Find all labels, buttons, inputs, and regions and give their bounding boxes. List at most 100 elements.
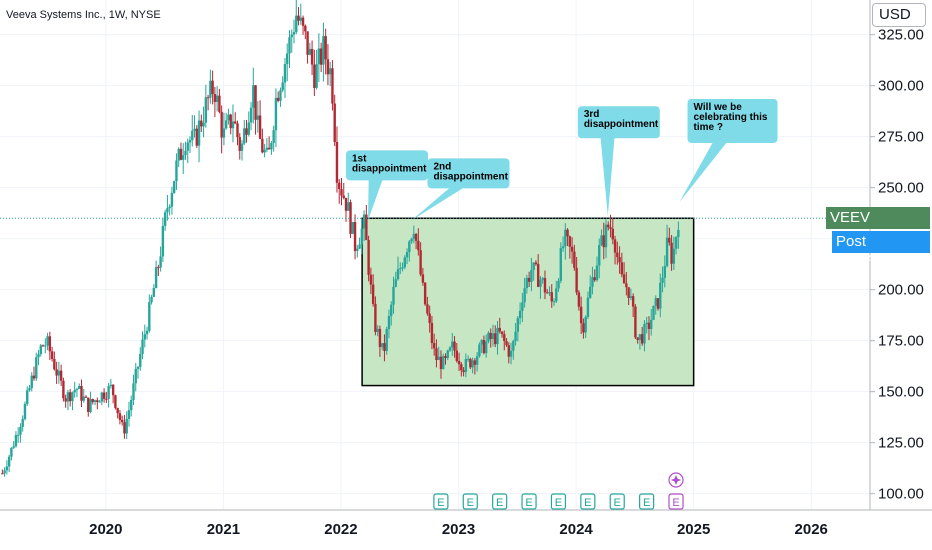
earnings-icon[interactable]: E xyxy=(639,493,655,510)
candle-body xyxy=(620,262,624,275)
candle-body xyxy=(557,280,560,289)
earnings-icon[interactable]: E xyxy=(668,472,684,510)
candle-body xyxy=(32,375,36,379)
candle-body xyxy=(356,248,359,251)
candle-body xyxy=(640,334,644,344)
candle-body xyxy=(125,418,128,434)
candle-body xyxy=(543,278,547,293)
candle-body xyxy=(177,148,180,161)
candle-body xyxy=(668,237,671,243)
candle-body xyxy=(435,348,438,361)
candle-body xyxy=(365,214,368,240)
candle-body xyxy=(403,257,406,268)
x-tick-label: 2024 xyxy=(559,521,593,538)
candle-body xyxy=(252,85,255,108)
candle-body xyxy=(428,313,431,323)
candle-body xyxy=(645,322,648,325)
candle-body xyxy=(570,246,574,252)
candle-body xyxy=(326,59,330,75)
candle-body xyxy=(487,332,490,342)
candle-body xyxy=(575,267,578,293)
earnings-icon-letter: E xyxy=(614,497,621,509)
currency-button[interactable]: USD xyxy=(872,3,926,27)
x-tick-label: 2025 xyxy=(677,521,710,538)
candle-body xyxy=(12,446,15,448)
candle-body xyxy=(310,48,314,65)
candle-body xyxy=(550,292,553,302)
y-tick-label: 275.00 xyxy=(878,129,924,146)
candle-body xyxy=(159,256,162,268)
candle-body xyxy=(26,390,29,404)
candle-body xyxy=(14,435,18,447)
earnings-icon-letter: E xyxy=(555,497,562,509)
earnings-icon[interactable]: E xyxy=(492,493,508,510)
candle-body xyxy=(202,122,205,127)
candle-body xyxy=(627,287,630,298)
earnings-icon[interactable]: E xyxy=(609,493,625,510)
post-price-label: Post xyxy=(836,233,867,251)
candle-body xyxy=(358,244,361,249)
candle-body xyxy=(426,304,429,314)
earnings-icon-frame xyxy=(433,493,449,510)
earnings-icon-letter: E xyxy=(584,497,591,509)
candle-body xyxy=(127,410,131,419)
candle-body xyxy=(270,142,273,150)
candle-body xyxy=(514,331,517,342)
earnings-icon[interactable]: E xyxy=(433,493,449,510)
earnings-icon[interactable]: E xyxy=(462,493,478,510)
candle-body xyxy=(457,360,461,365)
candle-body xyxy=(432,343,436,349)
candle-body xyxy=(224,120,228,129)
x-tick-label: 2020 xyxy=(89,521,122,538)
candle-body xyxy=(521,302,524,311)
candle-body xyxy=(663,266,666,278)
earnings-icon-frame xyxy=(639,493,655,510)
candle-body xyxy=(161,225,165,257)
candle-body xyxy=(586,297,590,317)
candle-body xyxy=(98,401,101,403)
candle-body xyxy=(672,248,676,264)
candle-body xyxy=(130,400,133,411)
time-axis[interactable]: 2020 2021 2022 2023 2024 2025 2026 xyxy=(89,521,828,538)
candle-body xyxy=(261,138,264,153)
candle-body xyxy=(286,53,289,65)
y-tick-label: 150.00 xyxy=(878,384,924,401)
candle-body xyxy=(534,262,538,265)
candle-body xyxy=(267,147,271,150)
candle-body xyxy=(539,279,542,287)
sparkle-icon xyxy=(671,475,682,485)
candle-body xyxy=(532,262,535,270)
candle-body xyxy=(100,392,104,402)
earnings-icon[interactable]: E xyxy=(550,493,567,510)
candle-body xyxy=(170,192,174,207)
candle-body xyxy=(455,350,458,361)
y-tick-label: 325.00 xyxy=(878,27,924,44)
candle-body xyxy=(480,340,483,345)
price-axis[interactable]: 100.00125.00150.00175.00200.00225.00250.… xyxy=(870,27,924,503)
candle-body xyxy=(421,274,425,283)
candle-body xyxy=(647,322,651,329)
post-price-tag: Post 234.65 xyxy=(832,231,930,267)
candle-body xyxy=(347,202,350,211)
earnings-icon[interactable]: E xyxy=(580,493,596,510)
candle-body xyxy=(188,140,192,143)
candle-body xyxy=(120,419,124,423)
candle-body xyxy=(444,356,447,358)
x-tick-label: 2021 xyxy=(207,521,240,538)
candle-body xyxy=(618,257,621,263)
candle-body xyxy=(209,80,212,98)
earnings-icon-letter: E xyxy=(672,497,679,509)
candle-body xyxy=(555,288,558,302)
candle-body xyxy=(96,400,99,403)
candle-body xyxy=(324,36,327,60)
candle-body xyxy=(193,128,196,131)
candle-body xyxy=(288,37,291,54)
earnings-icon[interactable]: E xyxy=(521,493,537,510)
candle-body xyxy=(523,288,526,303)
candle-body xyxy=(437,356,440,361)
candle-body xyxy=(412,233,416,239)
candle-body xyxy=(152,288,156,297)
